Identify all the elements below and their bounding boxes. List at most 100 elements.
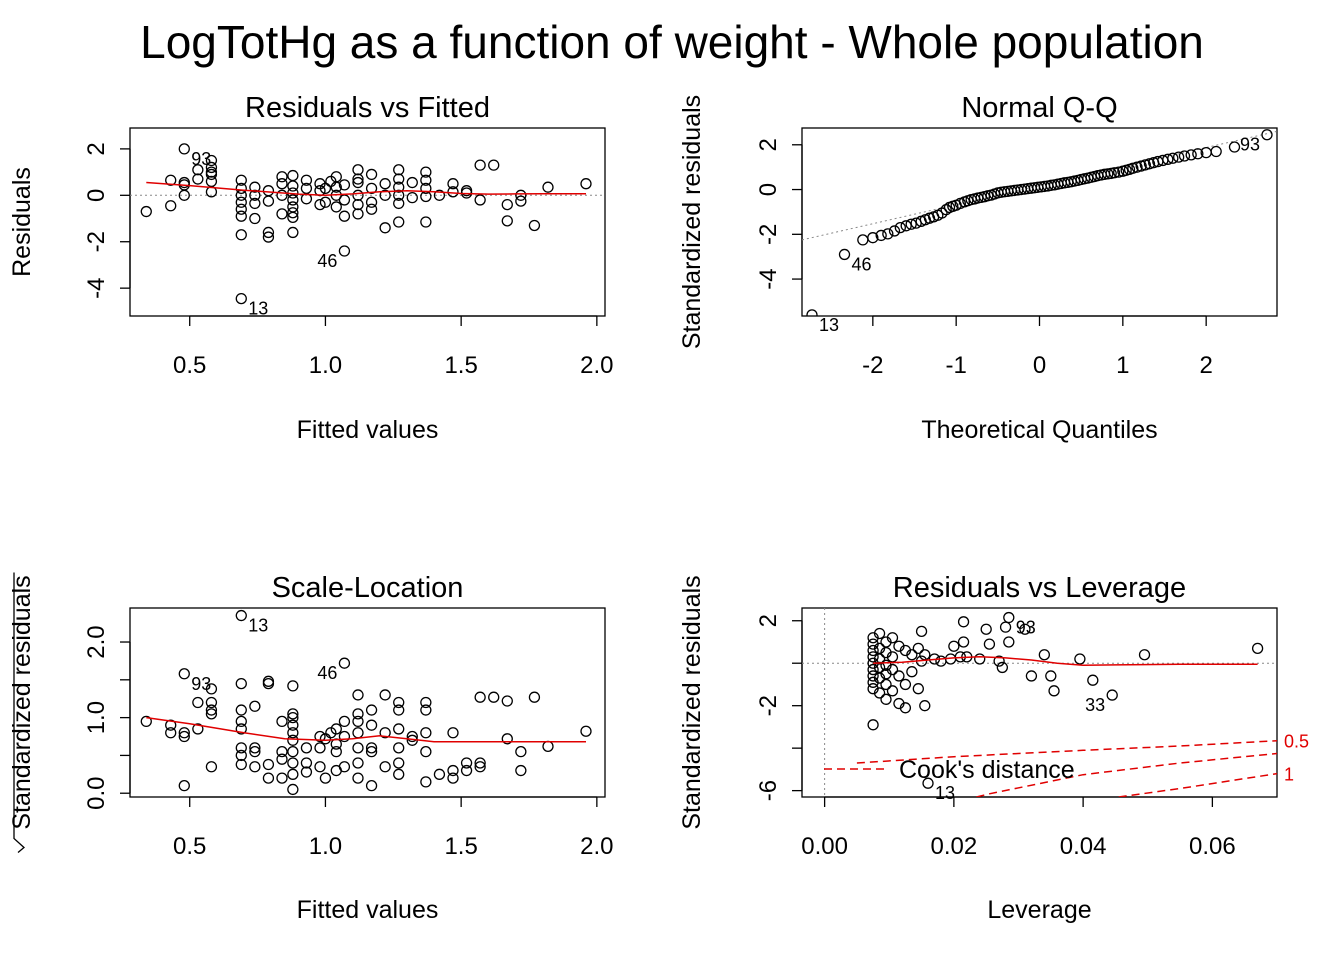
point-label: 93 — [1240, 135, 1260, 155]
data-point — [474, 761, 486, 773]
data-point — [893, 670, 905, 682]
point-label: 33 — [1085, 695, 1105, 715]
point-label: 13 — [935, 783, 955, 803]
x-axis-label: Fitted values — [297, 896, 439, 924]
point-label: 93 — [1016, 618, 1036, 638]
data-point — [515, 764, 527, 777]
data-point — [393, 173, 405, 185]
x-tick-label: 1.0 — [309, 352, 342, 379]
data-point — [867, 651, 879, 663]
data-point — [319, 196, 332, 208]
figure-title: LogTotHg as a function of weight - Whole… — [140, 16, 1204, 68]
y-tick-label: 0 — [83, 189, 110, 202]
data-point — [948, 640, 960, 652]
y-tick-label: -6 — [755, 780, 782, 801]
y-tick-label: -4 — [755, 268, 782, 289]
point-label: 93 — [191, 674, 211, 694]
cooks-distance-contour — [976, 752, 1277, 797]
data-point — [1178, 150, 1191, 162]
y-axis-label: Standardized residuals — [8, 575, 36, 829]
data-point — [287, 719, 299, 731]
smooth-line — [873, 656, 1258, 667]
sqrt-symbol-icon — [13, 572, 25, 853]
data-point — [165, 200, 177, 212]
data-point — [276, 772, 288, 784]
data-point — [875, 229, 887, 242]
data-point — [140, 205, 152, 218]
data-point — [287, 757, 299, 769]
data-point — [996, 661, 1008, 674]
x-tick-label: -1 — [945, 352, 966, 379]
data-point — [873, 653, 886, 665]
data-point — [249, 700, 261, 712]
x-axis-label: Leverage — [987, 896, 1091, 924]
data-point — [262, 226, 275, 239]
data-point — [406, 176, 418, 189]
data-point — [235, 704, 247, 716]
data-point — [235, 196, 247, 208]
data-point — [352, 689, 364, 701]
point-label: 46 — [852, 254, 872, 274]
data-point — [352, 164, 364, 176]
data-point — [300, 766, 313, 778]
data-point — [899, 678, 912, 691]
data-point — [515, 195, 527, 207]
data-point — [393, 768, 405, 780]
data-point — [330, 201, 342, 213]
data-point — [330, 745, 342, 758]
y-tick-label: -2 — [83, 231, 110, 252]
data-point — [420, 174, 432, 186]
data-point — [1127, 162, 1139, 174]
data-point — [420, 776, 432, 788]
data-point — [1185, 149, 1197, 161]
data-point — [287, 708, 299, 720]
plot-frame — [801, 127, 1278, 317]
y-axis-label: Residuals — [8, 167, 36, 277]
panel-title: Residuals vs Fitted — [245, 92, 490, 124]
data-point — [906, 666, 918, 678]
x-tick-label: 0.02 — [931, 833, 978, 860]
x-axis-label: Theoretical Quantiles — [921, 416, 1157, 444]
data-point — [352, 176, 364, 189]
data-point — [515, 189, 527, 201]
data-point — [393, 723, 405, 735]
data-point — [178, 730, 190, 743]
data-point — [1143, 158, 1156, 170]
data-point — [165, 719, 177, 731]
data-point — [1045, 670, 1057, 682]
data-point — [393, 757, 405, 769]
data-point — [352, 708, 364, 720]
data-point — [314, 198, 326, 211]
data-point — [262, 231, 275, 243]
data-point — [249, 745, 261, 758]
y-tick-label: -2 — [755, 224, 782, 245]
y-tick-label: 1.0 — [83, 701, 110, 734]
data-point — [1261, 129, 1273, 141]
data-point — [1003, 611, 1015, 624]
data-point — [957, 616, 970, 628]
data-point — [249, 197, 261, 210]
data-point — [192, 164, 204, 176]
data-point — [276, 715, 288, 728]
data-point — [393, 742, 405, 754]
data-point — [1087, 674, 1099, 686]
data-point — [474, 194, 486, 206]
y-tick-label: -2 — [755, 695, 782, 716]
data-point — [867, 644, 879, 657]
data-point — [205, 696, 218, 709]
data-point — [338, 761, 351, 773]
data-point — [379, 189, 391, 201]
plot-area — [140, 609, 592, 796]
data-point — [314, 761, 326, 773]
data-point — [235, 174, 247, 186]
data-point — [338, 245, 351, 257]
data-point — [1106, 689, 1118, 701]
qq-reference-line — [802, 130, 1277, 241]
data-point — [447, 178, 459, 190]
data-point — [235, 723, 247, 735]
data-point — [935, 655, 947, 667]
data-point — [314, 730, 326, 743]
data-point — [420, 216, 432, 228]
data-point — [379, 761, 391, 773]
data-point — [912, 642, 924, 654]
